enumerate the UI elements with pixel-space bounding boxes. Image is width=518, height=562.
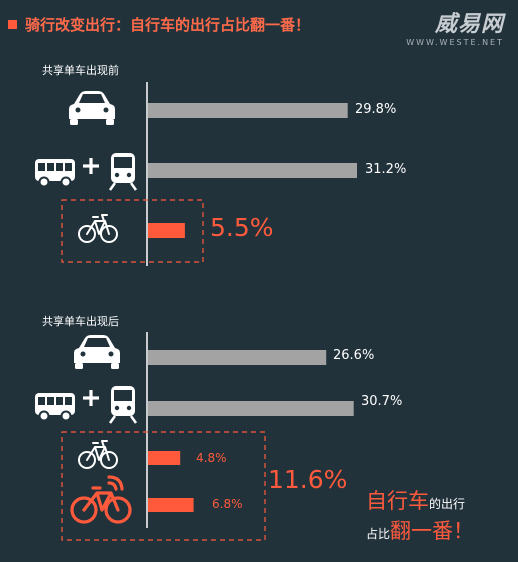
title-marker-icon (8, 19, 17, 29)
train-icon-after (108, 386, 138, 424)
bar-after-shared-bike (148, 498, 194, 512)
bar-before-transit (148, 163, 357, 178)
bicycle-total-label: 11.6% (268, 465, 348, 494)
plus-icon-before (83, 158, 99, 174)
bicycle-icon-after (78, 440, 118, 469)
bar-label-before-car: 29.8% (355, 102, 397, 117)
conclusion-part2: 的出行 (429, 497, 466, 511)
highlight-box-before (61, 199, 204, 263)
highlight-box-after (61, 431, 266, 541)
bar-after-car (148, 350, 327, 365)
mobike-icon-after (70, 475, 132, 524)
conclusion-text: 自行车的出行 占比翻一番！ (366, 488, 474, 548)
bar-label-before-transit: 31.2% (365, 162, 407, 177)
title-block: 骑行改变出行：自行车的出行占比翻一番！ (8, 12, 310, 36)
section-label-before: 共享单车出现前 (42, 64, 119, 77)
bar-label-after-shared-bike: 6.8% (212, 497, 243, 511)
bar-before-car (148, 103, 348, 118)
page-title: 骑行改变出行：自行车的出行占比翻一番！ (25, 15, 311, 34)
bicycle-icon-before (78, 214, 118, 243)
car-icon-before (69, 91, 115, 125)
bar-label-before-bicycle: 5.5% (210, 213, 274, 242)
train-icon-before (108, 153, 138, 191)
bar-after-bicycle (148, 451, 181, 465)
section-label-after: 共享单车出现后 (42, 315, 119, 328)
bus-icon-before (35, 159, 75, 188)
conclusion-part1: 自行车 (366, 489, 429, 513)
bar-label-after-bicycle: 4.8% (196, 451, 227, 465)
watermark: 威易网 WWW.WESTE.NET (406, 6, 504, 47)
bar-label-after-transit: 30.7% (361, 394, 403, 409)
watermark-url: WWW.WESTE.NET (406, 38, 504, 47)
watermark-logo: 威易网 (434, 12, 504, 37)
conclusion-part4: 翻一番！ (390, 519, 475, 543)
bus-icon-after (35, 393, 75, 422)
bar-after-transit (148, 401, 354, 416)
car-icon-after (74, 335, 120, 369)
plus-icon-after (83, 390, 99, 406)
bar-before-bicycle (148, 223, 185, 238)
bar-label-after-car: 26.6% (333, 348, 375, 363)
conclusion-part3: 占比 (366, 527, 391, 541)
